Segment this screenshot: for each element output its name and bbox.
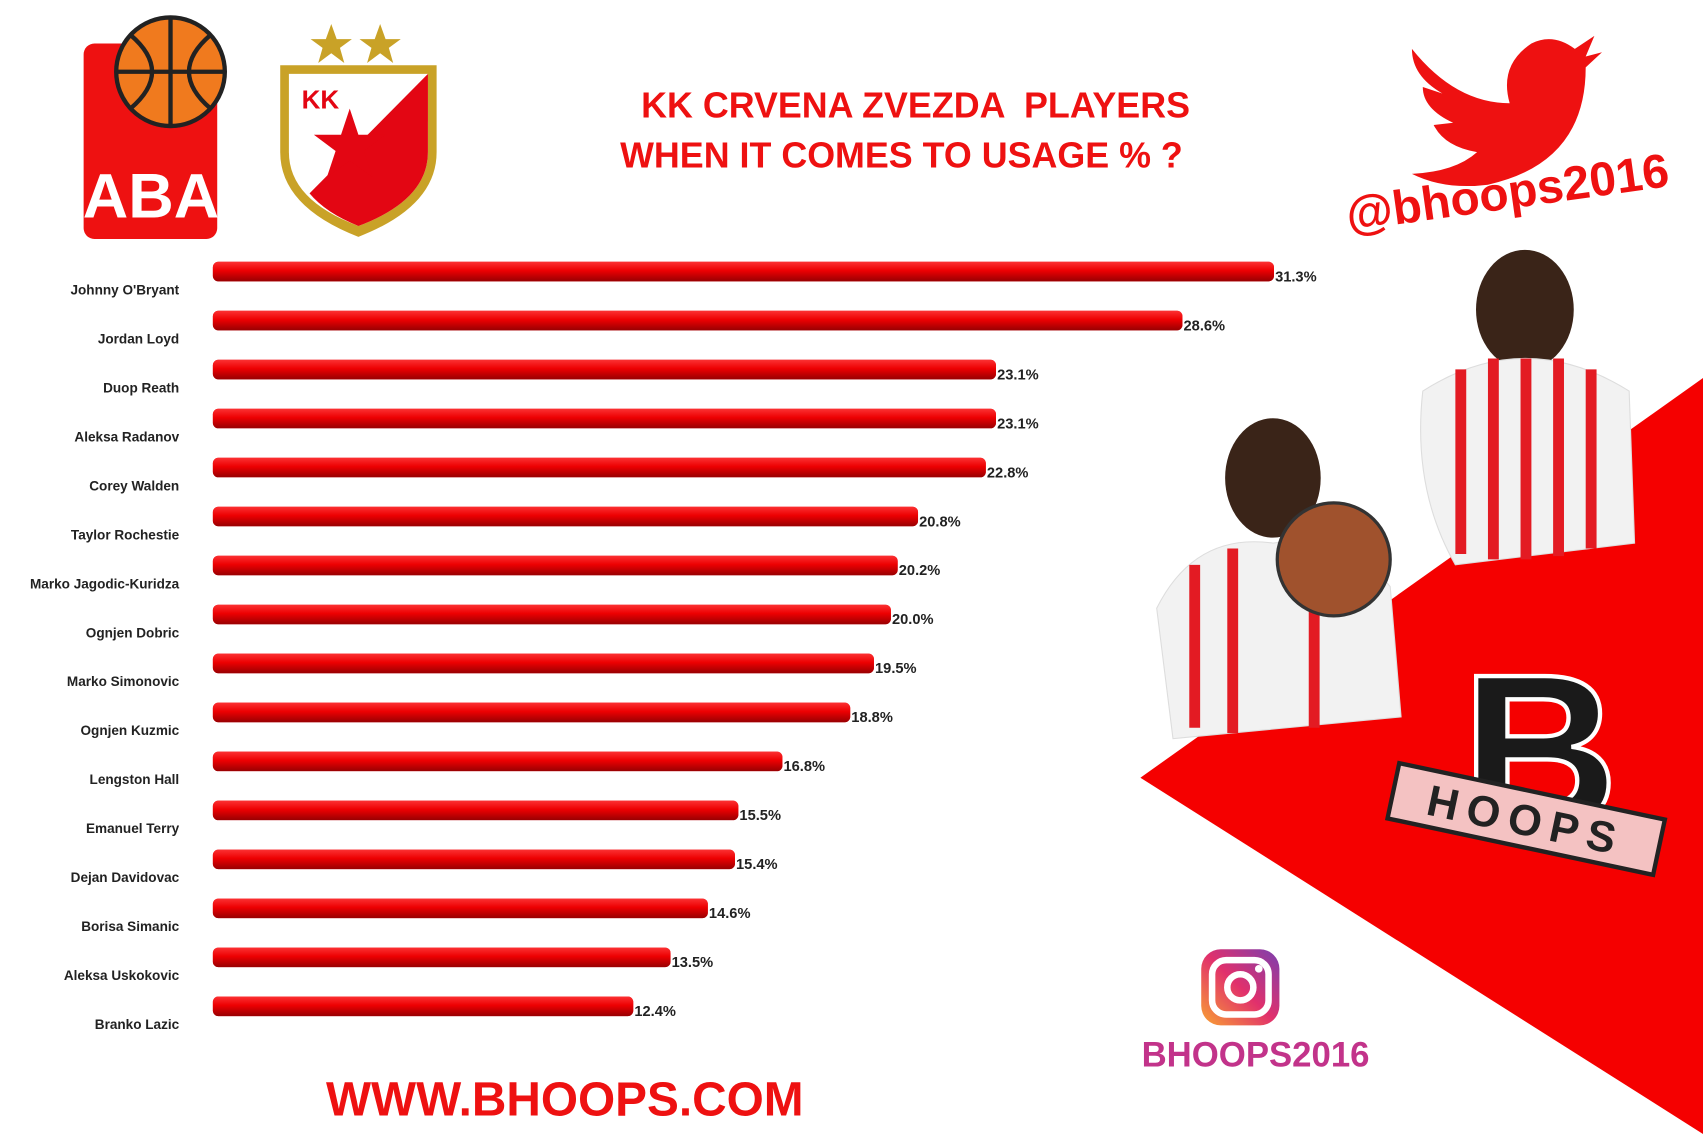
bar-shade	[212, 359, 996, 380]
bar-shade	[212, 604, 891, 625]
bar-shade	[212, 751, 783, 772]
value-label: 22.8%	[987, 465, 1029, 481]
category-label: Jordan Loyd	[98, 331, 179, 346]
value-label: 15.5%	[739, 808, 781, 824]
value-label: 20.2%	[899, 563, 941, 579]
value-label: 19.5%	[875, 661, 917, 677]
category-label: Branko Lazic	[95, 1017, 180, 1032]
twitter-block: @bhoops2016	[1343, 35, 1672, 242]
value-label: 16.8%	[784, 759, 826, 775]
bhoops-logo: B HOOPS	[1384, 627, 1668, 878]
value-label: 23.1%	[997, 416, 1039, 432]
category-label: Emanuel Terry	[86, 821, 180, 836]
category-label: Borisa Simanic	[81, 919, 179, 934]
category-label: Lengston Hall	[90, 772, 180, 787]
value-label: 18.8%	[851, 710, 893, 726]
category-label: Corey Walden	[89, 478, 179, 493]
value-label: 13.5%	[672, 955, 714, 971]
club-crest: KK	[280, 23, 437, 237]
bar-shade	[212, 261, 1274, 282]
bar-shade	[212, 800, 739, 821]
category-label: Duop Reath	[103, 380, 179, 395]
value-label: 12.4%	[634, 1004, 676, 1020]
player-images	[1156, 249, 1636, 740]
bar-shade	[212, 849, 735, 870]
value-label: 23.1%	[997, 367, 1039, 383]
bar-shade	[212, 898, 708, 919]
category-label: Dejan Davidovac	[71, 870, 180, 885]
value-label: 28.6%	[1184, 318, 1226, 334]
category-label: Aleksa Radanov	[74, 429, 179, 444]
bar-area: Johnny O'Bryant 31.3% Jordan Loyd 28.6% Duop…	[30, 261, 1317, 1032]
bar-shade	[212, 408, 996, 429]
decor-triangle	[1140, 378, 1703, 1134]
instagram-handle: BHOOPS2016	[1142, 1037, 1370, 1075]
value-label: 31.3%	[1275, 269, 1317, 285]
bar-shade	[212, 702, 851, 723]
bar-shade	[212, 947, 671, 968]
bar-shade	[212, 310, 1183, 331]
category-label: Marko Jagodic-Kuridza	[30, 576, 180, 591]
bar-shade	[212, 653, 874, 674]
value-label: 20.8%	[919, 514, 961, 530]
value-label: 15.4%	[736, 857, 778, 873]
category-label: Aleksa Uskokovic	[64, 968, 180, 983]
bar-shade	[212, 506, 919, 527]
category-label: Taylor Rochestie	[71, 527, 180, 542]
instagram-block: BHOOPS2016	[1142, 949, 1370, 1075]
bar-shade	[212, 555, 898, 576]
value-label: 20.0%	[892, 612, 934, 628]
chart-title: KK CRVENA ZVEZDA PLAYERS	[641, 85, 1190, 125]
chart-subtitle: WHEN IT COMES TO USAGE % ?	[620, 135, 1183, 175]
value-label: 14.6%	[709, 906, 751, 922]
bar-shade	[212, 457, 986, 478]
aba-logo: ABA	[83, 15, 227, 239]
aba-text: ABA	[83, 161, 219, 231]
category-label: Ognjen Kuzmic	[80, 723, 179, 738]
website: WWW.BHOOPS.COM	[326, 1073, 804, 1126]
club-text: KK	[302, 85, 340, 115]
bar-shade	[212, 996, 634, 1017]
category-label: Ognjen Dobric	[86, 625, 180, 640]
category-label: Marko Simonovic	[67, 674, 180, 689]
category-label: Johnny O'Bryant	[70, 282, 179, 297]
